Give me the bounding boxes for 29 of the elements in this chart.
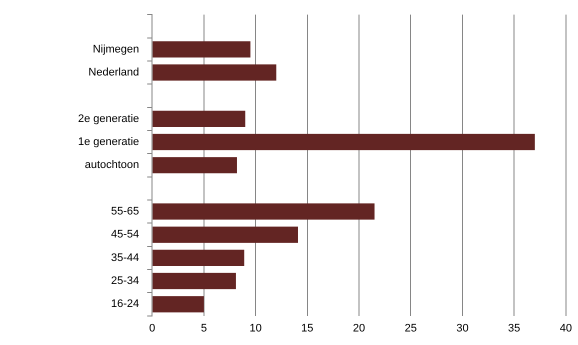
bar: [152, 64, 276, 81]
x-tick-label: 30: [456, 322, 469, 334]
x-tick-label: 40: [560, 322, 572, 334]
bar: [152, 134, 535, 150]
x-tick-label: 5: [200, 322, 207, 334]
bar: [152, 226, 298, 243]
bar: [152, 41, 250, 58]
y-tick-label: Nijmegen: [92, 43, 140, 56]
y-tick-label: 16-24: [111, 298, 140, 310]
x-tick-label: 25: [404, 322, 417, 334]
x-tick-label: 0: [149, 322, 156, 334]
y-tick-label: 35-44: [111, 252, 140, 264]
y-tick-label: autochtoon: [84, 159, 140, 172]
bar: [152, 250, 244, 266]
y-tick-label: Nederland: [88, 66, 140, 79]
y-tick-label: 1e generatie: [78, 136, 140, 148]
y-tick-label: 45-54: [111, 228, 140, 241]
y-tick-label: 2e generatie: [78, 112, 140, 125]
x-tick-label: 10: [249, 322, 262, 334]
bar: [152, 157, 237, 174]
bar: [152, 110, 246, 127]
x-tick-label: 35: [508, 322, 520, 334]
y-tick-label: 55-65: [111, 206, 140, 218]
bar: [152, 272, 236, 290]
bar: [152, 203, 375, 220]
bar: [152, 296, 204, 312]
y-tick-label: 25-34: [111, 275, 140, 288]
x-tick-label: 15: [301, 322, 314, 334]
x-tick-label: 20: [352, 322, 366, 334]
